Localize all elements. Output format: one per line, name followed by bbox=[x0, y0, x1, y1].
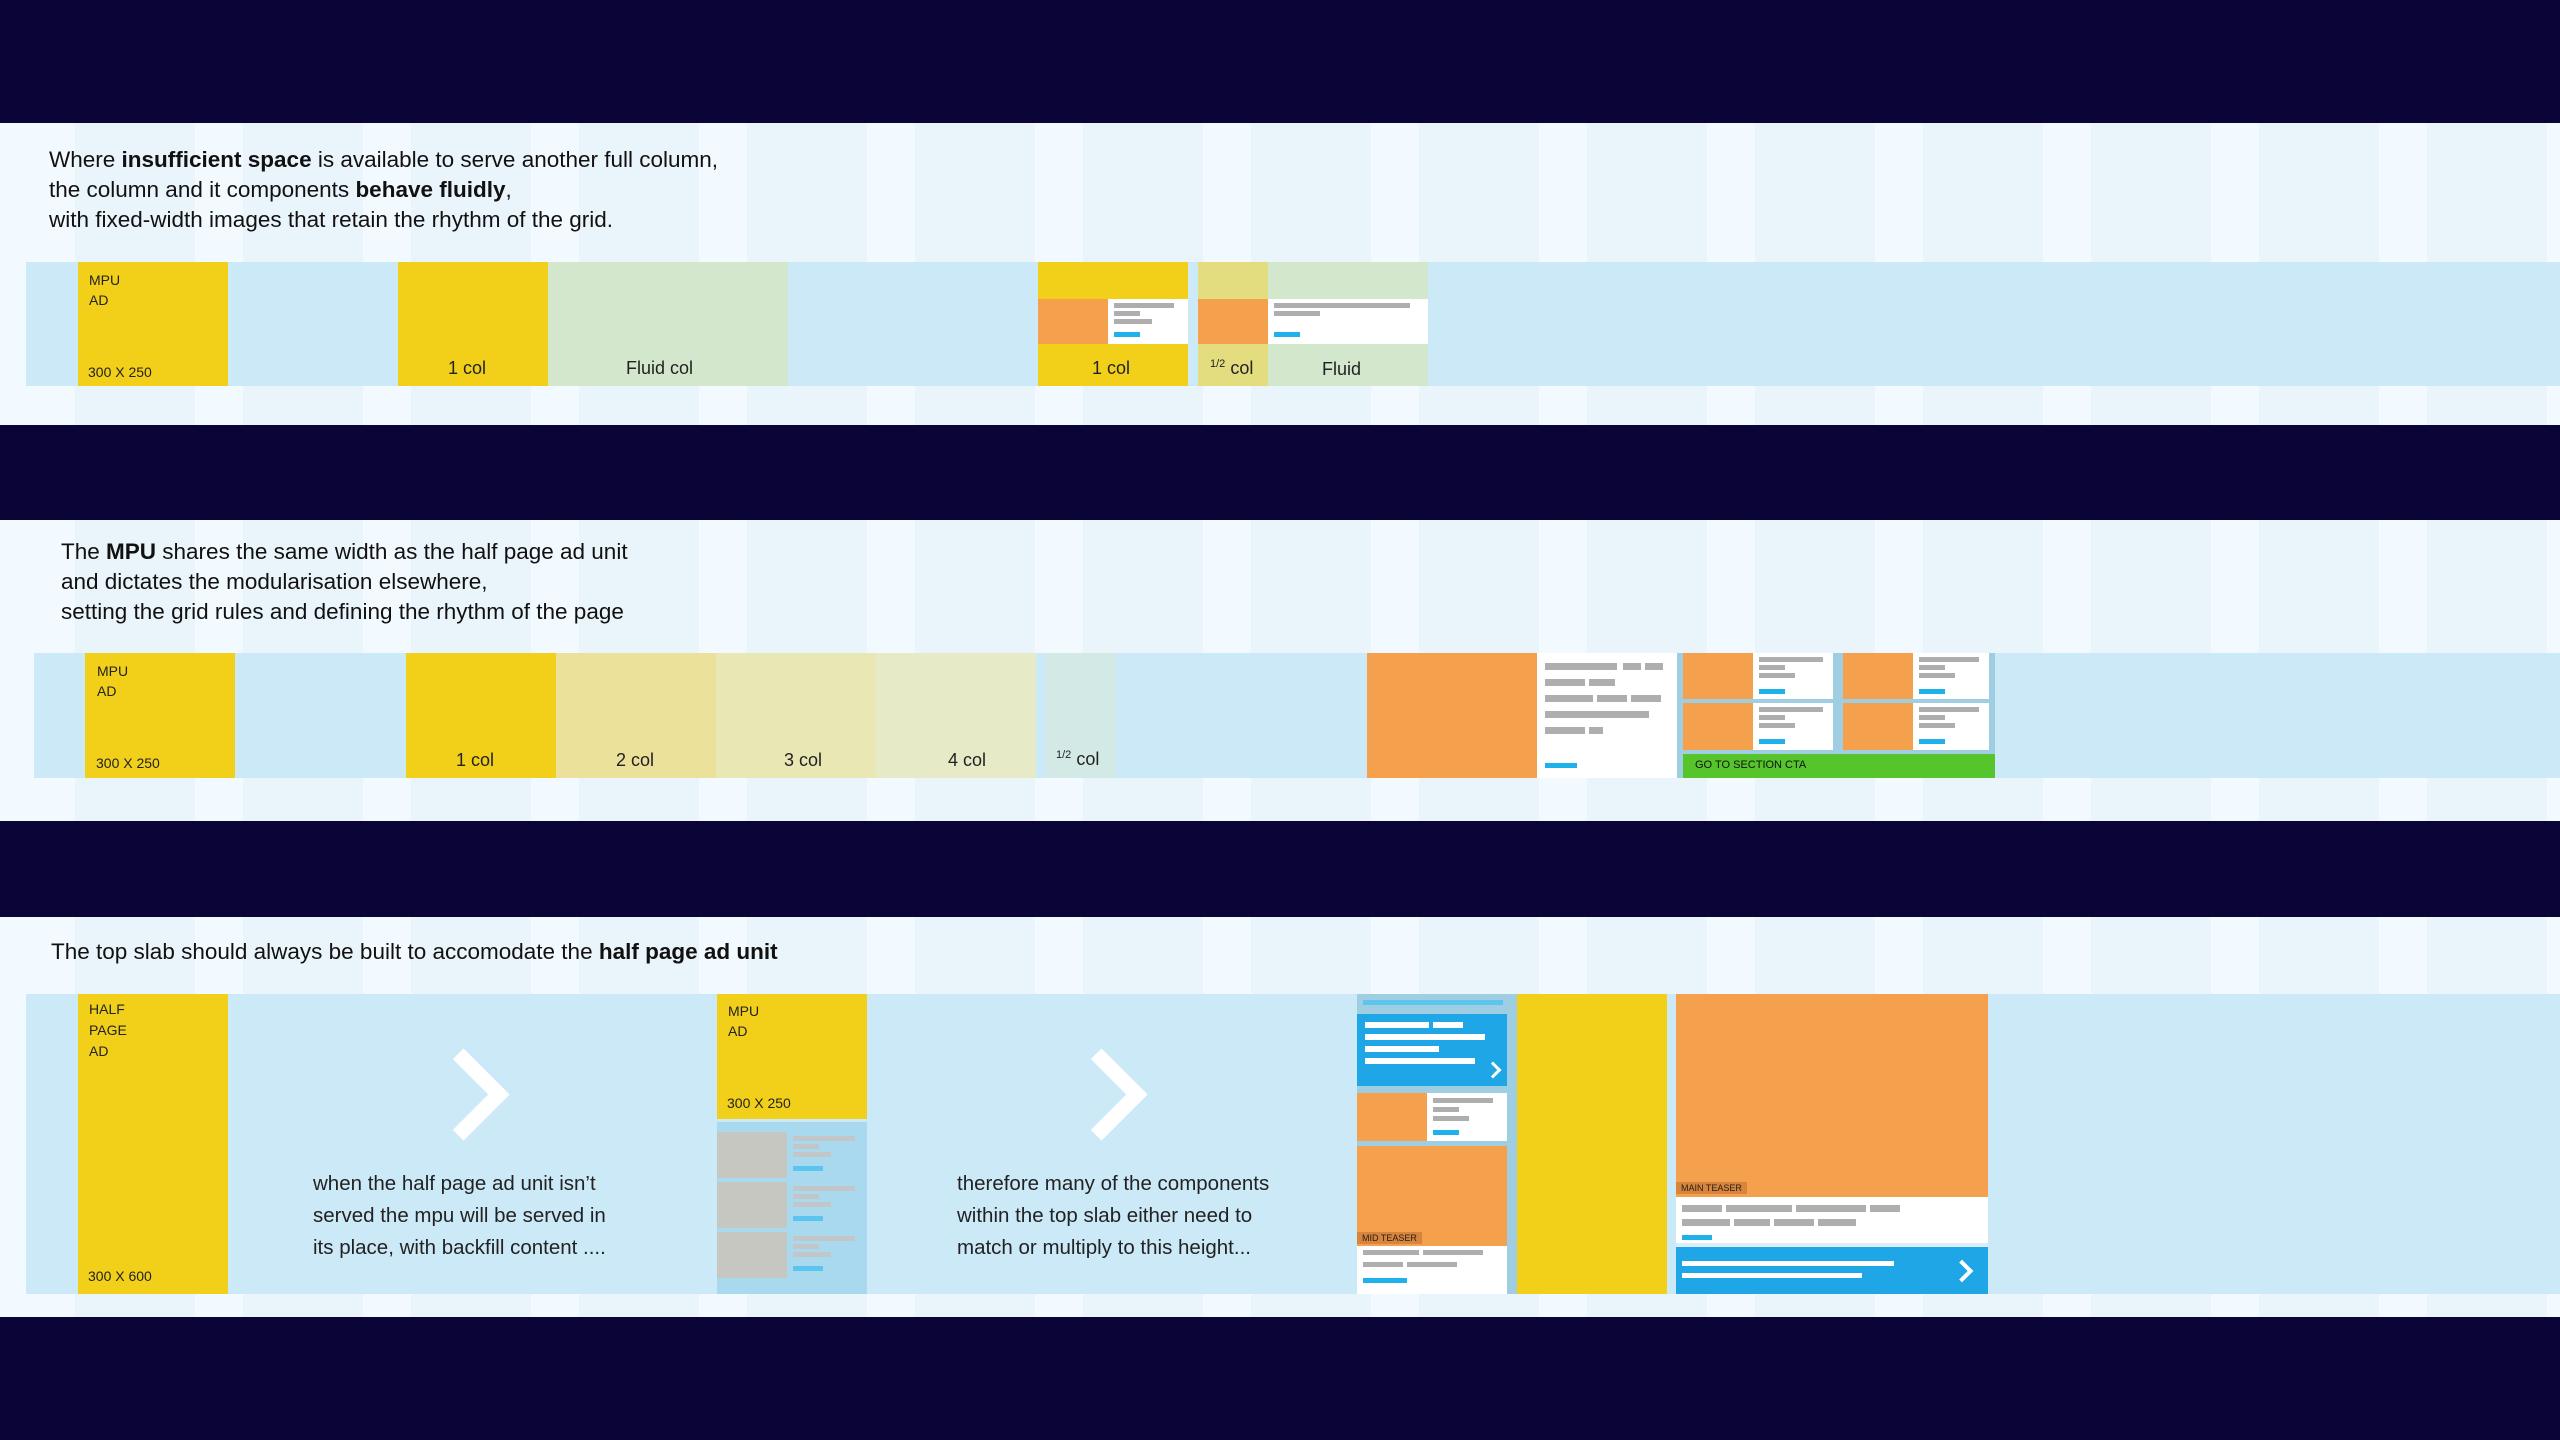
col3-block: 3 col bbox=[716, 653, 876, 778]
mpu-size: 300 X 250 bbox=[727, 1095, 791, 1111]
component-stack: MID TEASER bbox=[1357, 994, 1517, 1294]
mpu-ad-block: MPU AD 300 X 250 bbox=[78, 262, 228, 386]
go-to-section-cta[interactable]: GO TO SECTION CTA bbox=[1683, 754, 1995, 778]
fluid-col-label: Fluid col bbox=[626, 358, 694, 378]
col2-label: 2 col bbox=[616, 750, 655, 770]
half-col-block: 1/2 col bbox=[1198, 262, 1268, 386]
main-teaser-tag: MAIN TEASER bbox=[1676, 1182, 1747, 1194]
one-col-teaser: 1 col bbox=[1038, 262, 1188, 386]
chevron-right-icon bbox=[417, 1048, 510, 1141]
chevron-right-icon bbox=[1055, 1048, 1148, 1141]
mpu-ad-block: MPU AD 300 X 250 bbox=[717, 994, 867, 1119]
main-teaser: MAIN TEASER bbox=[1676, 994, 1988, 1294]
half-page-label: HALF PAGE AD bbox=[89, 1001, 127, 1059]
caption-height: therefore many of the components within … bbox=[957, 1172, 1270, 1259]
mpu-label: MPU AD bbox=[89, 272, 121, 308]
teaser-text bbox=[1537, 653, 1677, 778]
half-page-ad-block: HALF PAGE AD 300 X 600 bbox=[78, 994, 228, 1294]
one-col-label: 1 col bbox=[448, 358, 487, 378]
half-col-label: 1/2 col bbox=[1056, 749, 1100, 769]
layout-strip-2: MPU AD 300 X 250 1 col 2 col 3 col 4 col… bbox=[34, 653, 2560, 778]
mpu-size: 300 X 250 bbox=[96, 755, 160, 771]
fluid-col-block: Fluid col bbox=[548, 262, 788, 386]
one-col-block: 1 col bbox=[398, 262, 548, 386]
fluid-label: Fluid bbox=[1322, 359, 1362, 379]
section3-intro: The top slab should always be built to a… bbox=[51, 939, 778, 964]
yellow-column bbox=[1517, 994, 1667, 1294]
col3-label: 3 col bbox=[784, 750, 823, 770]
half-page-size: 300 X 600 bbox=[88, 1268, 152, 1284]
one-col-teaser-label: 1 col bbox=[1092, 358, 1131, 378]
section2-intro: The MPU shares the same width as the hal… bbox=[61, 539, 628, 624]
caption-backfill: when the half page ad unit isn’t served … bbox=[313, 1172, 606, 1259]
section-top-slab: The top slab should always be built to a… bbox=[0, 917, 2560, 1317]
mpu-label: MPU AD bbox=[728, 1003, 760, 1039]
col2-block: 2 col bbox=[556, 653, 716, 778]
layout-strip-1: MPU AD 300 X 250 1 col Fluid col 1 col 1… bbox=[26, 262, 2560, 386]
mpu-ad-block: MPU AD 300 X 250 bbox=[85, 653, 235, 778]
section-mpu-grid: The MPU shares the same width as the hal… bbox=[0, 520, 2560, 821]
col4-block: 4 col bbox=[876, 653, 1036, 778]
section-fluid-columns: Where insufficient space is available to… bbox=[0, 123, 2560, 425]
half-col-label: 1/2 col bbox=[1210, 358, 1254, 378]
fluid-block: Fluid bbox=[1268, 262, 1428, 386]
mpu-size: 300 X 250 bbox=[88, 364, 152, 380]
col4-label: 4 col bbox=[948, 750, 987, 770]
layout-strip-3: HALF PAGE AD 300 X 600 when the half pag… bbox=[26, 994, 2560, 1294]
mpu-label: MPU AD bbox=[97, 663, 129, 699]
half-col-block: 1/2 col bbox=[1046, 653, 1116, 778]
teaser-image bbox=[1367, 653, 1537, 778]
mid-teaser-tag: MID TEASER bbox=[1357, 1232, 1422, 1244]
teaser-grid: GO TO SECTION CTA bbox=[1677, 653, 1995, 778]
section1-intro: Where insufficient space is available to… bbox=[49, 147, 719, 232]
col1-block: 1 col bbox=[406, 653, 556, 778]
backfill-list bbox=[717, 1122, 867, 1294]
col1-label: 1 col bbox=[456, 750, 495, 770]
